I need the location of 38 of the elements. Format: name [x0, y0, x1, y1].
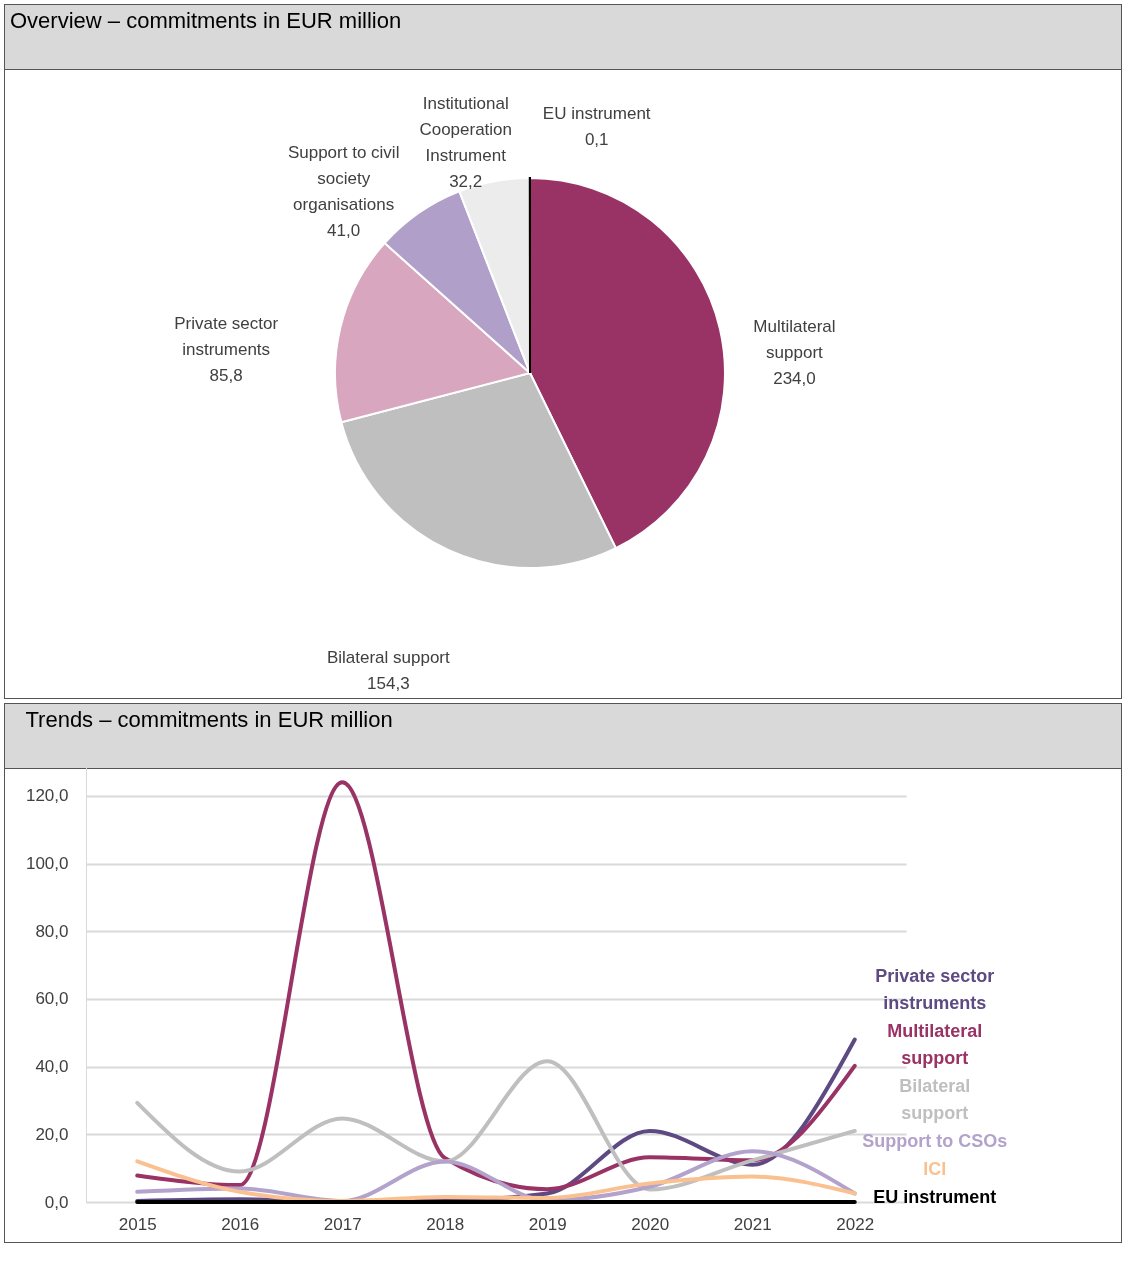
slice-label: Bilateral support	[326, 648, 451, 668]
data-label: 0,1	[584, 130, 609, 150]
x-tick-label: 2020	[631, 1214, 670, 1234]
chart-title: Overview – commitments in EUR million	[10, 8, 402, 33]
y-tick-label: 20,0	[35, 1124, 69, 1144]
x-tick-label: 2015	[118, 1214, 157, 1234]
line-series	[135, 780, 857, 1192]
y-tick-label: 100,0	[25, 854, 69, 874]
slice-label: Private sector instruments	[174, 314, 279, 360]
data-label: 41,0	[327, 221, 361, 240]
line-series	[135, 1159, 857, 1203]
data-label: 85,8	[209, 366, 243, 386]
data-label: 32,2	[449, 172, 483, 192]
y-tick-label: 120,0	[25, 786, 69, 806]
series-label: Multilateral support	[887, 1020, 983, 1068]
y-tick-label: 80,0	[35, 921, 69, 941]
text: Bilateral support	[899, 1075, 971, 1123]
slice-label: Institutional Cooperation Instrument	[419, 94, 513, 166]
data-label: 234,0	[773, 369, 816, 389]
series-label: EU instrument	[873, 1186, 997, 1207]
x-tick-label: 2018	[426, 1214, 465, 1234]
line-series	[135, 1059, 857, 1192]
x-tick-label: 2019	[528, 1214, 567, 1234]
slice-label: EU instrument	[542, 104, 651, 124]
series-label: Private sector instruments	[875, 965, 995, 1013]
y-tick-label: 40,0	[35, 1057, 69, 1077]
slice-label: Support to civil society organisations	[287, 143, 400, 214]
x-tick-label: 2021	[733, 1214, 772, 1234]
text: Support to CSOs	[862, 1130, 1008, 1151]
chart-title: Trends – commitments in EUR million	[25, 707, 393, 732]
x-tick-label: 2016	[221, 1214, 260, 1234]
x-tick-label: 2022	[836, 1214, 875, 1234]
text: ICI	[923, 1158, 947, 1179]
data-label: 154,3	[367, 674, 410, 694]
x-tick-label: 2017	[323, 1214, 362, 1234]
y-tick-label: 60,0	[35, 989, 69, 1009]
y-tick-label: 0,0	[44, 1192, 69, 1212]
slice-label: Multilateral support	[753, 317, 836, 363]
